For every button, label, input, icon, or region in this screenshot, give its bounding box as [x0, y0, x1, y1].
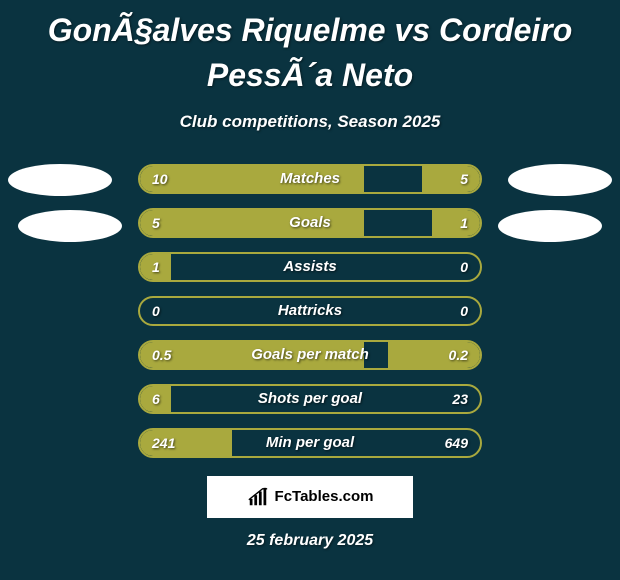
- stat-value-right: 649: [445, 435, 468, 451]
- stat-label: Assists: [283, 258, 336, 275]
- stat-label: Goals: [289, 214, 331, 231]
- subtitle: Club competitions, Season 2025: [0, 112, 620, 132]
- stat-row: 241 Min per goal 649: [0, 428, 620, 458]
- stat-bar: 6 Shots per goal 23: [138, 384, 482, 414]
- bar-fill-right: [422, 166, 480, 192]
- stat-row: 10 Matches 5: [0, 164, 620, 194]
- footer-date: 25 february 2025: [0, 532, 620, 550]
- bar-fill-right: [432, 210, 480, 236]
- stat-label: Shots per goal: [258, 390, 362, 407]
- stat-value-right: 5: [460, 171, 468, 187]
- stat-value-right: 0: [460, 259, 468, 275]
- page-title: GonÃ§alves Riquelme vs Cordeiro PessÃ´a …: [0, 0, 620, 98]
- site-logo: FcTables.com: [207, 476, 413, 518]
- stat-value-right: 1: [460, 215, 468, 231]
- stat-label: Matches: [280, 170, 340, 187]
- stat-bar: 0.5 Goals per match 0.2: [138, 340, 482, 370]
- site-name: FcTables.com: [275, 488, 374, 505]
- stat-row: 1 Assists 0: [0, 252, 620, 282]
- stat-bar: 10 Matches 5: [138, 164, 482, 194]
- comparison-chart: 10 Matches 5 5 Goals 1 1 Assists 0 0 Hattricks 0 0.5…: [0, 164, 620, 458]
- stat-bar: 0 Hattricks 0: [138, 296, 482, 326]
- stat-row: 0.5 Goals per match 0.2: [0, 340, 620, 370]
- stat-bar: 241 Min per goal 649: [138, 428, 482, 458]
- stat-row: 6 Shots per goal 23: [0, 384, 620, 414]
- stat-value-left: 6: [152, 391, 160, 407]
- stat-row: 5 Goals 1: [0, 208, 620, 238]
- stat-value-left: 1: [152, 259, 160, 275]
- stat-label: Hattricks: [278, 302, 342, 319]
- stat-label: Min per goal: [266, 434, 354, 451]
- stat-value-left: 0.5: [152, 347, 171, 363]
- chart-icon: [247, 486, 269, 508]
- stat-bar: 1 Assists 0: [138, 252, 482, 282]
- stat-value-left: 5: [152, 215, 160, 231]
- stat-label: Goals per match: [251, 346, 369, 363]
- stat-value-right: 0.2: [449, 347, 468, 363]
- stat-value-right: 0: [460, 303, 468, 319]
- stat-value-left: 241: [152, 435, 175, 451]
- stat-bar: 5 Goals 1: [138, 208, 482, 238]
- stat-row: 0 Hattricks 0: [0, 296, 620, 326]
- stat-value-left: 0: [152, 303, 160, 319]
- stat-value-right: 23: [452, 391, 468, 407]
- stat-value-left: 10: [152, 171, 168, 187]
